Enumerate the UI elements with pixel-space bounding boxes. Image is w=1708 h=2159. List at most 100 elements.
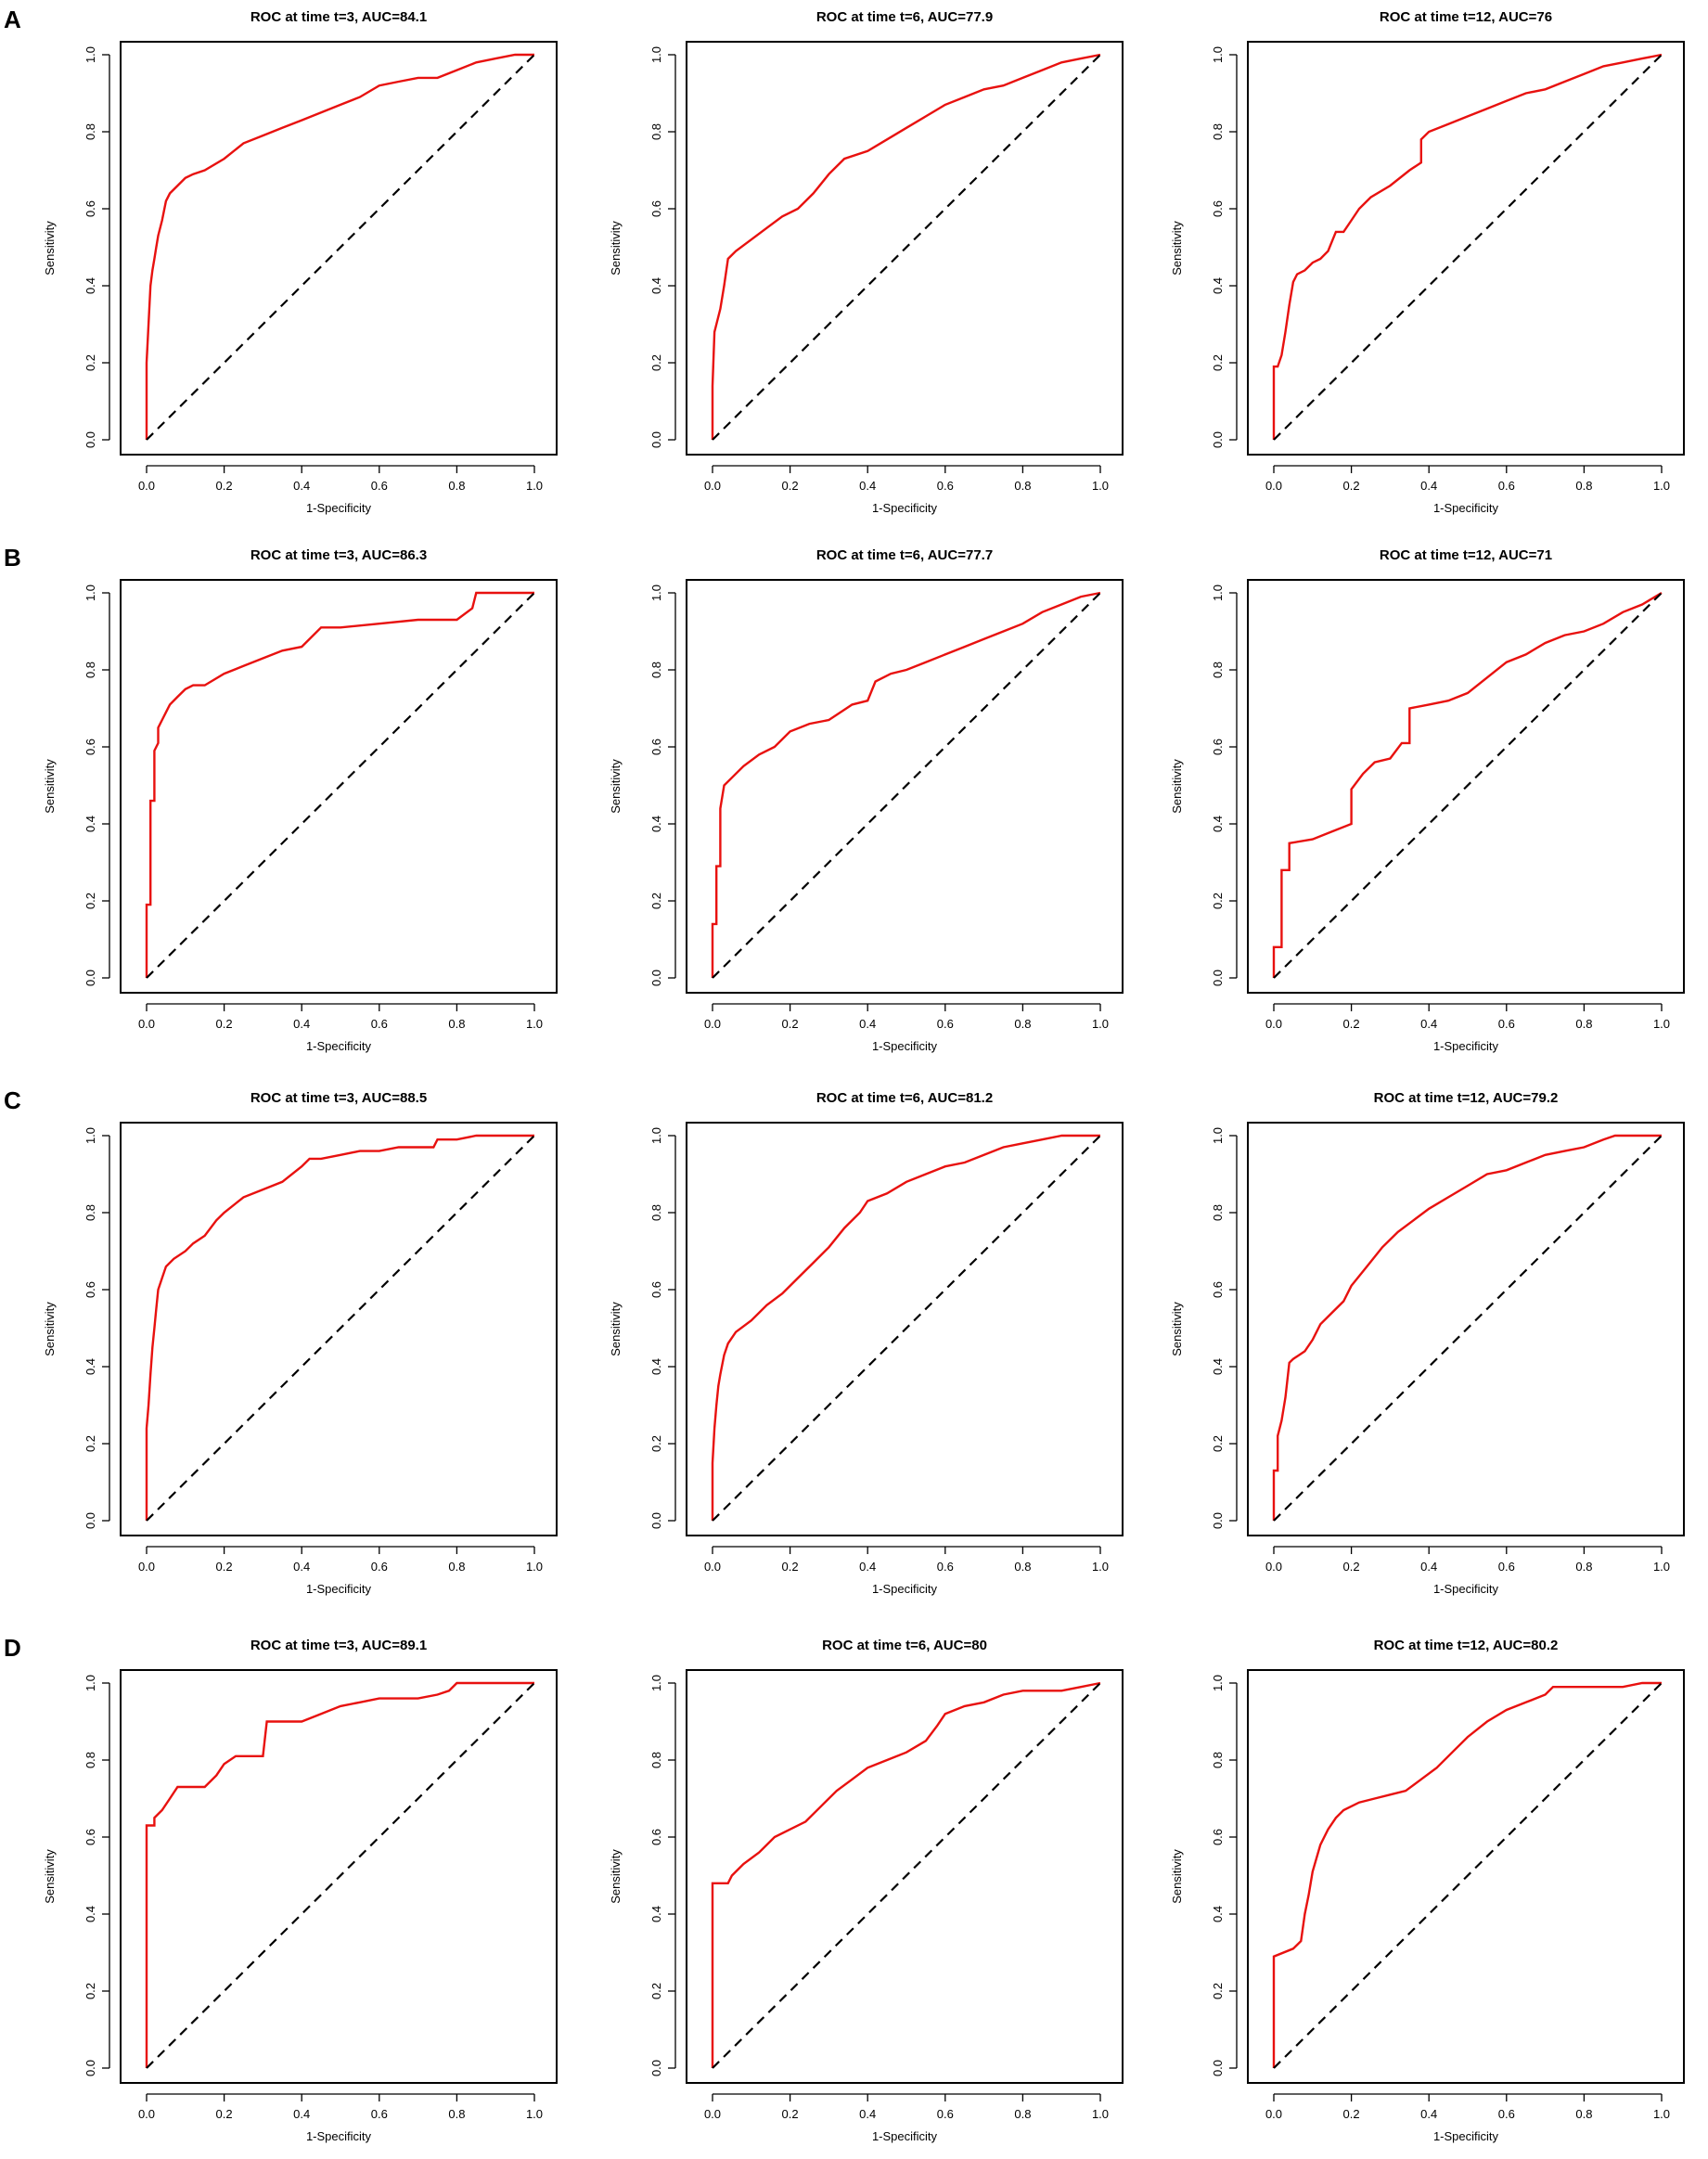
x-tick-label: 0.6 [1498,1560,1515,1574]
x-tick-label: 0.6 [1498,479,1515,493]
y-tick-label: 0.2 [1211,1983,1225,1999]
plot-frame [120,1122,558,1536]
y-tick-label: 0.6 [649,1829,663,1845]
x-tick-label: 0.6 [371,1017,388,1031]
roc-chart-a-3: ROC at time t=12, AUC=76 0.0 0.2 0.4 0.6 0.8 1… [1170,9,1685,515]
x-tick-label: 0.8 [448,1017,465,1031]
y-axis-label: Sensitivity [1170,221,1184,276]
x-tick-label: 0.6 [371,479,388,493]
y-tick-label: 0.8 [83,1752,97,1768]
roc-curve [1272,53,1663,440]
reference-diagonal-line [1273,1682,1663,2069]
x-tick-label: 0.4 [293,1560,310,1574]
panel-letter-d: D [4,1634,21,1662]
y-tick-label: 0.6 [83,1281,97,1298]
x-tick-label: 1.0 [526,2107,543,2121]
roc-chart-d-2: ROC at time t=6, AUC=80 0.0 0.2 0.4 0.6 0.8 1.… [609,1638,1124,2143]
y-tick-label: 0.6 [649,1281,663,1298]
roc-chart-c-2: ROC at time t=6, AUC=81.2 0.0 0.2 0.4 0.6 0.8… [609,1090,1124,1596]
y-tick-label: 0.8 [1211,1752,1225,1768]
roc-curve [145,591,534,978]
x-tick-label: 0.0 [704,1560,721,1574]
x-tick-label: 0.4 [859,1017,876,1031]
x-tick-label: 0.8 [1014,2107,1031,2121]
y-tick-label: 0.6 [83,200,97,217]
y-tick-label: 0.6 [1211,1281,1225,1298]
x-axis-label: 1-Specificity [306,2129,372,2143]
x-tick-label: 0.0 [1265,1017,1282,1031]
x-axis-label: 1-Specificity [1433,501,1499,515]
x-axis-label: 1-Specificity [1433,1582,1499,1596]
x-tick-label: 0.2 [1343,1017,1360,1031]
y-axis-label: Sensitivity [1170,759,1184,814]
y-tick-label: 0.0 [649,1512,663,1529]
x-tick-label: 1.0 [526,479,543,493]
chart-title: ROC at time t=6, AUC=80 [822,1638,987,1653]
reference-diagonal-line [146,1135,535,1522]
y-axis-label: Sensitivity [43,221,57,276]
panel-letter-b: B [4,544,21,572]
roc-chart-c-1: ROC at time t=3, AUC=88.5 0.0 0.2 0.4 0.6 0.8… [43,1090,558,1596]
x-tick-label: 0.0 [1265,2107,1282,2121]
roc-chart-c-3: ROC at time t=12, AUC=79.2 0.0 0.2 0.4 0.6 0.… [1170,1090,1685,1596]
y-axis-label: Sensitivity [609,221,623,276]
plot-frame [1247,1122,1685,1536]
roc-curve [711,53,1101,440]
plot-frame [120,41,558,456]
y-tick-label: 0.0 [649,970,663,986]
roc-chart-b-1: ROC at time t=3, AUC=86.3 0.0 0.2 0.4 0.6 0.8… [43,547,558,1053]
y-tick-label: 0.8 [649,1752,663,1768]
y-tick-label: 0.0 [1211,1512,1225,1529]
y-tick-label: 0.0 [1211,2060,1225,2076]
y-tick-label: 0.0 [83,1512,97,1529]
roc-curve [1272,591,1663,978]
x-axis-label: 1-Specificity [872,2129,938,2143]
y-axis-label: Sensitivity [1170,1849,1184,1904]
chart-title: ROC at time t=3, AUC=86.3 [250,547,427,563]
x-axis-label: 1-Specificity [872,1582,938,1596]
y-tick-label: 1.0 [649,1675,663,1691]
y-tick-label: 0.0 [649,431,663,448]
x-tick-label: 1.0 [1092,1017,1109,1031]
y-axis-label: Sensitivity [609,1302,623,1356]
y-tick-label: 0.0 [83,431,97,448]
y-tick-label: 1.0 [649,585,663,601]
y-tick-label: 0.0 [649,2060,663,2076]
y-tick-label: 0.4 [83,1906,97,1922]
x-tick-label: 0.0 [704,479,721,493]
roc-curve [711,1134,1100,1521]
x-tick-label: 0.8 [1575,479,1592,493]
chart-title: ROC at time t=12, AUC=80.2 [1374,1638,1559,1653]
y-tick-label: 0.8 [1211,662,1225,678]
x-tick-label: 0.4 [1420,1560,1437,1574]
y-tick-label: 0.6 [1211,739,1225,755]
x-tick-label: 0.8 [448,1560,465,1574]
y-tick-label: 0.2 [1211,1435,1225,1452]
x-tick-label: 0.8 [1575,1560,1592,1574]
y-tick-label: 1.0 [649,1127,663,1144]
y-tick-label: 0.4 [649,1906,663,1922]
y-tick-label: 0.0 [1211,970,1225,986]
x-axis-label: 1-Specificity [306,501,372,515]
y-axis-label: Sensitivity [609,1849,623,1904]
plot-frame [1247,579,1685,994]
y-tick-label: 1.0 [1211,1675,1225,1691]
plot-frame [686,1122,1124,1536]
reference-diagonal-line [712,1135,1101,1522]
y-tick-label: 1.0 [649,46,663,63]
y-tick-label: 0.4 [1211,1906,1225,1922]
x-tick-label: 0.0 [138,479,155,493]
chart-title: ROC at time t=3, AUC=84.1 [250,9,427,25]
y-axis-label: Sensitivity [43,1849,57,1904]
y-axis-label: Sensitivity [43,759,57,814]
reference-diagonal-line [146,592,535,979]
x-tick-label: 0.6 [371,1560,388,1574]
plot-frame [1247,1669,1685,2084]
chart-title: ROC at time t=3, AUC=88.5 [250,1090,427,1106]
chart-title: ROC at time t=12, AUC=79.2 [1374,1090,1559,1106]
roc-chart-d-3: ROC at time t=12, AUC=80.2 0.0 0.2 0.4 0.6 0.… [1170,1638,1685,2143]
chart-title: ROC at time t=3, AUC=89.1 [250,1638,427,1653]
roc-chart-b-2: ROC at time t=6, AUC=77.7 0.0 0.2 0.4 0.6 0.8… [609,547,1124,1053]
x-tick-label: 0.2 [782,1560,799,1574]
